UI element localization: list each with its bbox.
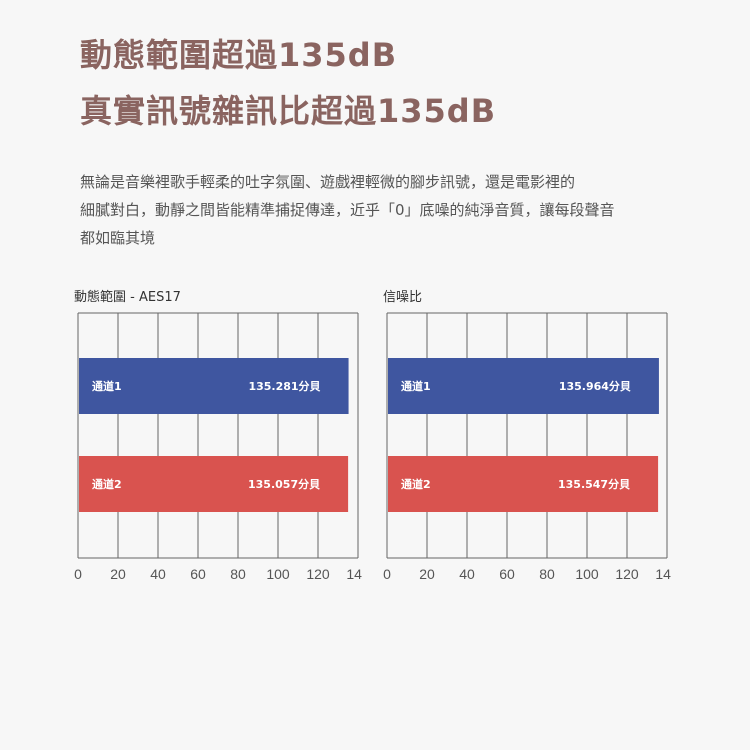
snr-x-tick-label: 20 <box>419 566 435 582</box>
dynamic-range-x-tick-label: 40 <box>150 566 166 582</box>
dynamic-range-bar <box>79 358 349 414</box>
dynamic-range-x-tick-label: 140 <box>346 566 362 582</box>
snr-bar <box>388 456 659 512</box>
dynamic-range-chart: 動態範圍 - AES17 通道1 135.281分貝通道2 135.057分貝 0 20 4… <box>72 284 362 594</box>
snr-x-tick-label: 0 <box>383 566 391 582</box>
description: 無論是音樂裡歌手輕柔的吐字氛圍、遊戲裡輕微的腳步訊號，還是電影裡的 細膩對白，動… <box>80 168 695 252</box>
dynamic-range-chart-title: 動態範圍 - AES17 <box>74 289 181 305</box>
dynamic-range-bar-value-label: 135.281分貝 <box>248 379 320 393</box>
dynamic-range-bar-category-label: 通道2 <box>92 477 122 491</box>
description-line: 細膩對白，動靜之間皆能精準捕捉傳達，近乎「0」底噪的純淨音質，讓每段聲音 <box>80 201 615 219</box>
headline-snr: 真實訊號雜訊比超過135dB <box>80 92 497 130</box>
snr-x-tick-label: 120 <box>615 566 639 582</box>
dynamic-range-bar <box>79 456 349 512</box>
snr-chart: 信噪比通道1 135.964分貝通道2 135.547分貝 0 20 40 60 80 100 1… <box>381 284 671 594</box>
snr-x-tick-label: 80 <box>539 566 555 582</box>
dynamic-range-plot-area <box>78 313 358 558</box>
snr-bar-category-label: 通道1 <box>401 379 431 393</box>
snr-bar-category-label: 通道2 <box>401 477 431 491</box>
dynamic-range-x-tick-label: 120 <box>306 566 330 582</box>
snr-x-tick-label: 60 <box>499 566 515 582</box>
snr-x-tick-label: 140 <box>655 566 671 582</box>
snr-bar-value-label: 135.547分貝 <box>558 477 630 491</box>
snr-x-tick-label: 40 <box>459 566 475 582</box>
dynamic-range-x-tick-label: 80 <box>230 566 246 582</box>
dynamic-range-bar-value-label: 135.057分貝 <box>248 477 320 491</box>
headline-dynamic-range: 動態範圍超過135dB <box>80 36 398 74</box>
snr-bar-value-label: 135.964分貝 <box>559 379 631 393</box>
dynamic-range-x-tick-label: 100 <box>266 566 290 582</box>
description-line: 無論是音樂裡歌手輕柔的吐字氛圍、遊戲裡輕微的腳步訊號，還是電影裡的 <box>80 173 576 191</box>
snr-bar <box>388 358 659 414</box>
dynamic-range-x-tick-label: 20 <box>110 566 126 582</box>
snr-chart-title: 信噪比 <box>383 290 422 305</box>
dynamic-range-x-tick-label: 60 <box>190 566 206 582</box>
dynamic-range-bar-category-label: 通道1 <box>92 379 122 393</box>
snr-x-tick-label: 100 <box>575 566 599 582</box>
description-line: 都如臨其境 <box>80 229 156 247</box>
snr-plot-area <box>387 313 667 558</box>
dynamic-range-x-tick-label: 0 <box>74 566 82 582</box>
